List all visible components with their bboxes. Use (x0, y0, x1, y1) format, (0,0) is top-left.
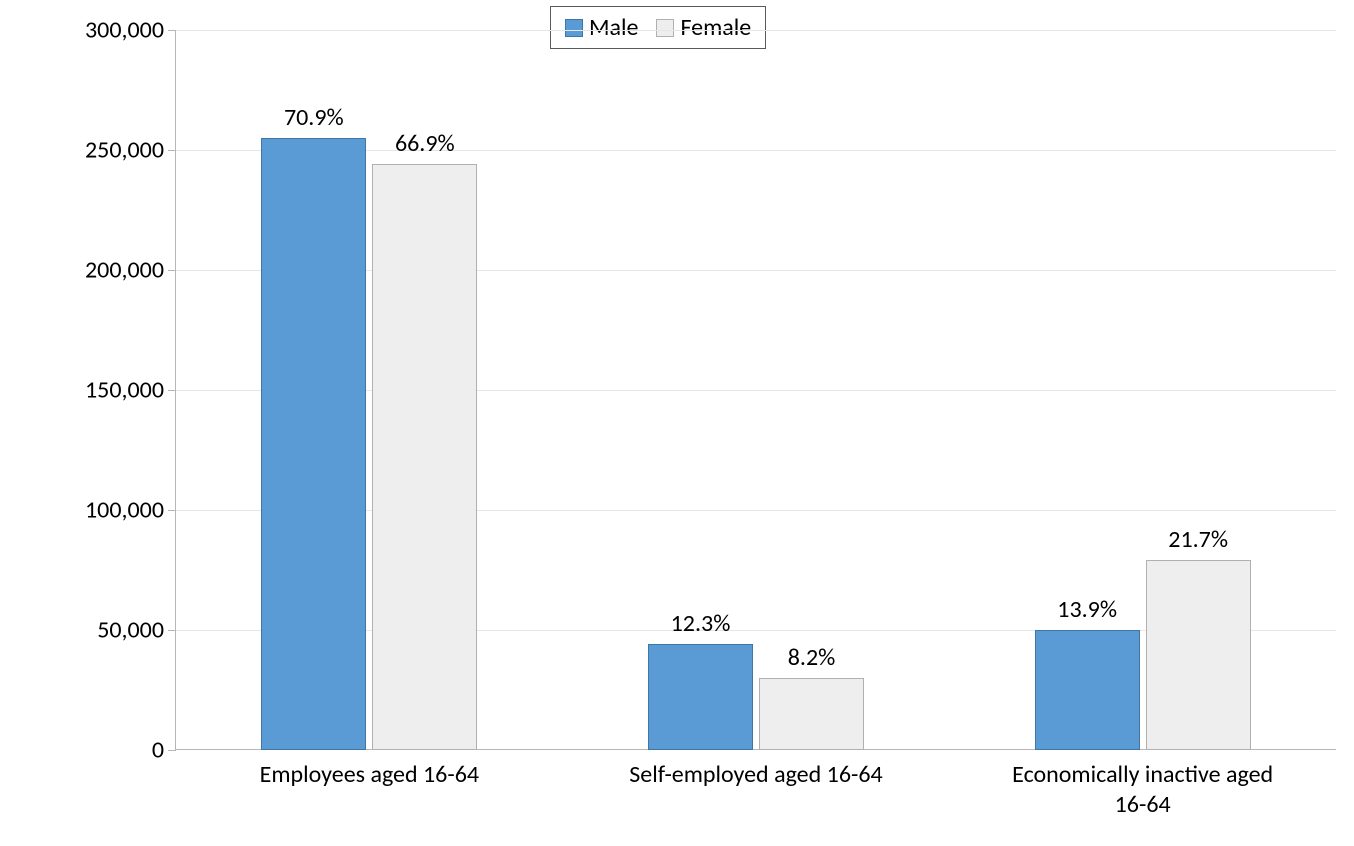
ytick-label: 200,000 (85, 256, 176, 285)
ytick-label: 300,000 (85, 16, 176, 45)
x-category-label: Employees aged 16-64 (176, 750, 563, 790)
chart-container: Total persons in Surrey, Oct 2020-Sep 20… (0, 0, 1354, 846)
ytick-label: 250,000 (85, 136, 176, 165)
ytick-label: 100,000 (85, 496, 176, 525)
bar-value-label: 8.2% (788, 643, 836, 678)
bar (1146, 560, 1251, 750)
bar (261, 138, 366, 750)
bar (372, 164, 477, 750)
ytick-label: 50,000 (97, 616, 176, 645)
bar (648, 644, 753, 750)
ytick-label: 0 (152, 736, 176, 765)
x-category-label: Self-employed aged 16-64 (563, 750, 950, 790)
ytick-label: 150,000 (85, 376, 176, 405)
bar (759, 678, 864, 750)
gridline (176, 30, 1336, 31)
plot-area: 050,000100,000150,000200,000250,000300,0… (175, 30, 1336, 750)
bar-value-label: 21.7% (1168, 525, 1228, 560)
x-category-label: Economically inactive aged16-64 (949, 750, 1336, 820)
bar (1035, 630, 1140, 750)
bar-value-label: 66.9% (395, 129, 455, 164)
bar-value-label: 70.9% (284, 103, 344, 138)
bar-value-label: 13.9% (1057, 595, 1117, 630)
bar-value-label: 12.3% (671, 609, 731, 644)
